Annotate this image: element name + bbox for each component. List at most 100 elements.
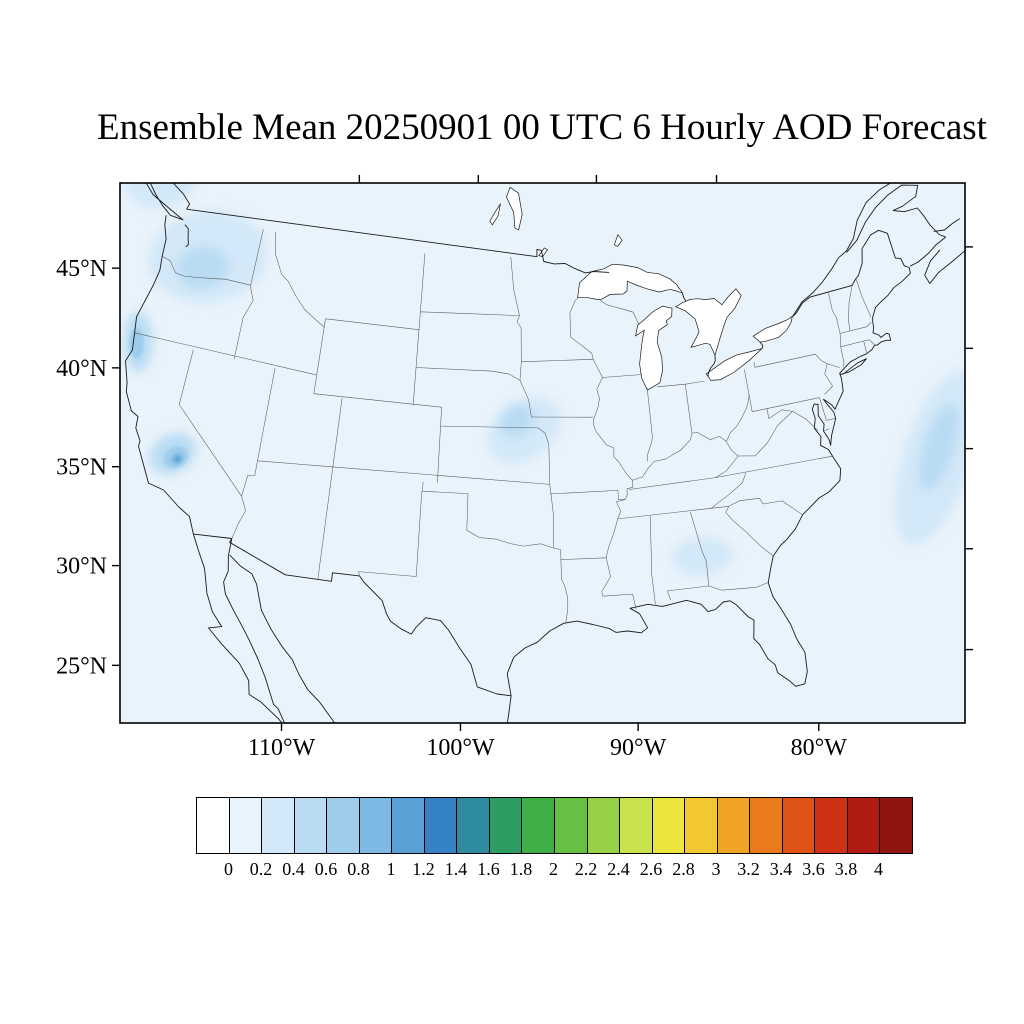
aod-region-pacific-northwest-core [176,246,229,289]
coastline [681,292,687,302]
colorbar-tick-label: 1.6 [477,859,500,879]
state-border [162,255,251,286]
lakes [489,186,793,391]
colorbar [196,797,913,854]
figure-title: Ensemble Mean 20250901 00 UTC 6 Hourly A… [0,106,1024,149]
axis-labels: 110°W 100°W 90°W 80°W 45°N 40°N 35°N 30°N 25°N [56,256,847,761]
colorbar-tick-label: 3.6 [802,859,825,879]
colorbar-segment-18 [782,798,816,853]
aod-region-sierra-plume-peak [174,456,181,462]
map-frame [119,182,966,724]
state-border [657,380,705,388]
state-border [313,393,442,408]
colorbar-tick-label: 1.4 [444,859,468,879]
state-border [617,506,729,520]
state-border [632,394,750,481]
state-border [752,397,820,412]
colorbar-tick-label: 1 [386,859,396,879]
colorbar-segment-9 [489,798,523,853]
colorbar-segment-16 [717,798,751,853]
state-border [549,490,626,501]
island-outline [839,358,867,375]
state-border [738,411,793,457]
state-border [766,408,793,419]
colorbar-segment-7 [424,798,458,853]
colorbar-tick-label: 0 [224,859,233,879]
state-border [839,333,841,347]
coastline [172,183,191,210]
colorbar-tick-label: 0.4 [282,859,305,879]
lon-tick-label: 110°W [248,735,316,761]
colorbar-segment-5 [359,798,393,853]
state-border [521,359,594,363]
colorbar-segment-8 [457,798,490,853]
state-border [602,593,637,610]
state-border [840,340,864,348]
colorbar-segment-13 [620,798,653,853]
state-border [715,455,833,478]
colorbar-tick-label: 4 [874,859,883,879]
colorbar-segment-2 [262,798,295,853]
state-border [178,349,242,497]
state-border [855,278,872,318]
coastline [846,184,946,253]
state-border [827,363,840,368]
state-border [819,397,836,421]
lon-tick-label: 80°W [791,735,848,761]
state-border [685,384,693,434]
state-border [231,496,246,539]
state-border [823,428,830,432]
colorbar-tick-label: 3.8 [834,859,858,879]
state-border [828,292,841,334]
state-border [560,557,607,560]
colorbar-tick-label: 2.8 [672,859,695,879]
colorbar-segment-15 [685,798,718,853]
colorbar-segment-17 [750,798,783,853]
colorbar-tick-label: 0.2 [249,859,273,879]
colorbar-tick-label: 3 [711,859,721,879]
colorbar-segment-11 [555,798,588,853]
state-border [709,472,747,510]
state-border [516,315,532,418]
coastline [707,355,716,377]
state-border [863,339,875,345]
lat-tick-label: 40°N [56,356,107,382]
lat-tick-label: 35°N [56,455,107,481]
colorbar-segment-12 [587,798,621,853]
colorbar-tick-label: 3.4 [769,859,793,879]
state-border [848,285,853,331]
colorbar-segment-3 [294,798,328,853]
aod-region-nw-california-core [129,328,144,359]
colorbar-tick-label: 3.2 [737,859,760,879]
map-content [120,183,965,723]
colorbar-segment-10 [522,798,556,853]
state-border [422,481,554,549]
coastline [924,249,965,284]
aod-region-bc-coast [125,183,198,210]
lake [489,203,501,226]
state-border [317,397,343,580]
state-border [600,300,640,326]
state-border [602,374,643,378]
state-border [690,511,710,587]
state-border [241,367,276,497]
coastline [909,236,946,267]
colorbar-segment-0 [197,798,230,853]
state-border [313,318,326,394]
colorbar-labels: 0 0.2 0.4 0.6 0.8 1 1.2 1.4 1.6 1.8 2 2.2 2.4 2.6 2.8 3… [196,859,911,881]
coastline [506,695,512,723]
lake [613,234,623,247]
state-border [708,582,769,591]
lat-tick-label: 25°N [56,653,107,679]
lake [635,305,673,391]
state-border [358,491,423,577]
lake [506,186,523,231]
state-border [250,229,264,286]
state-border [437,407,442,483]
state-border [549,484,554,549]
state-border [412,253,426,406]
colorbar-segment-1 [229,798,263,853]
lon-tick-label: 100°W [426,735,495,761]
